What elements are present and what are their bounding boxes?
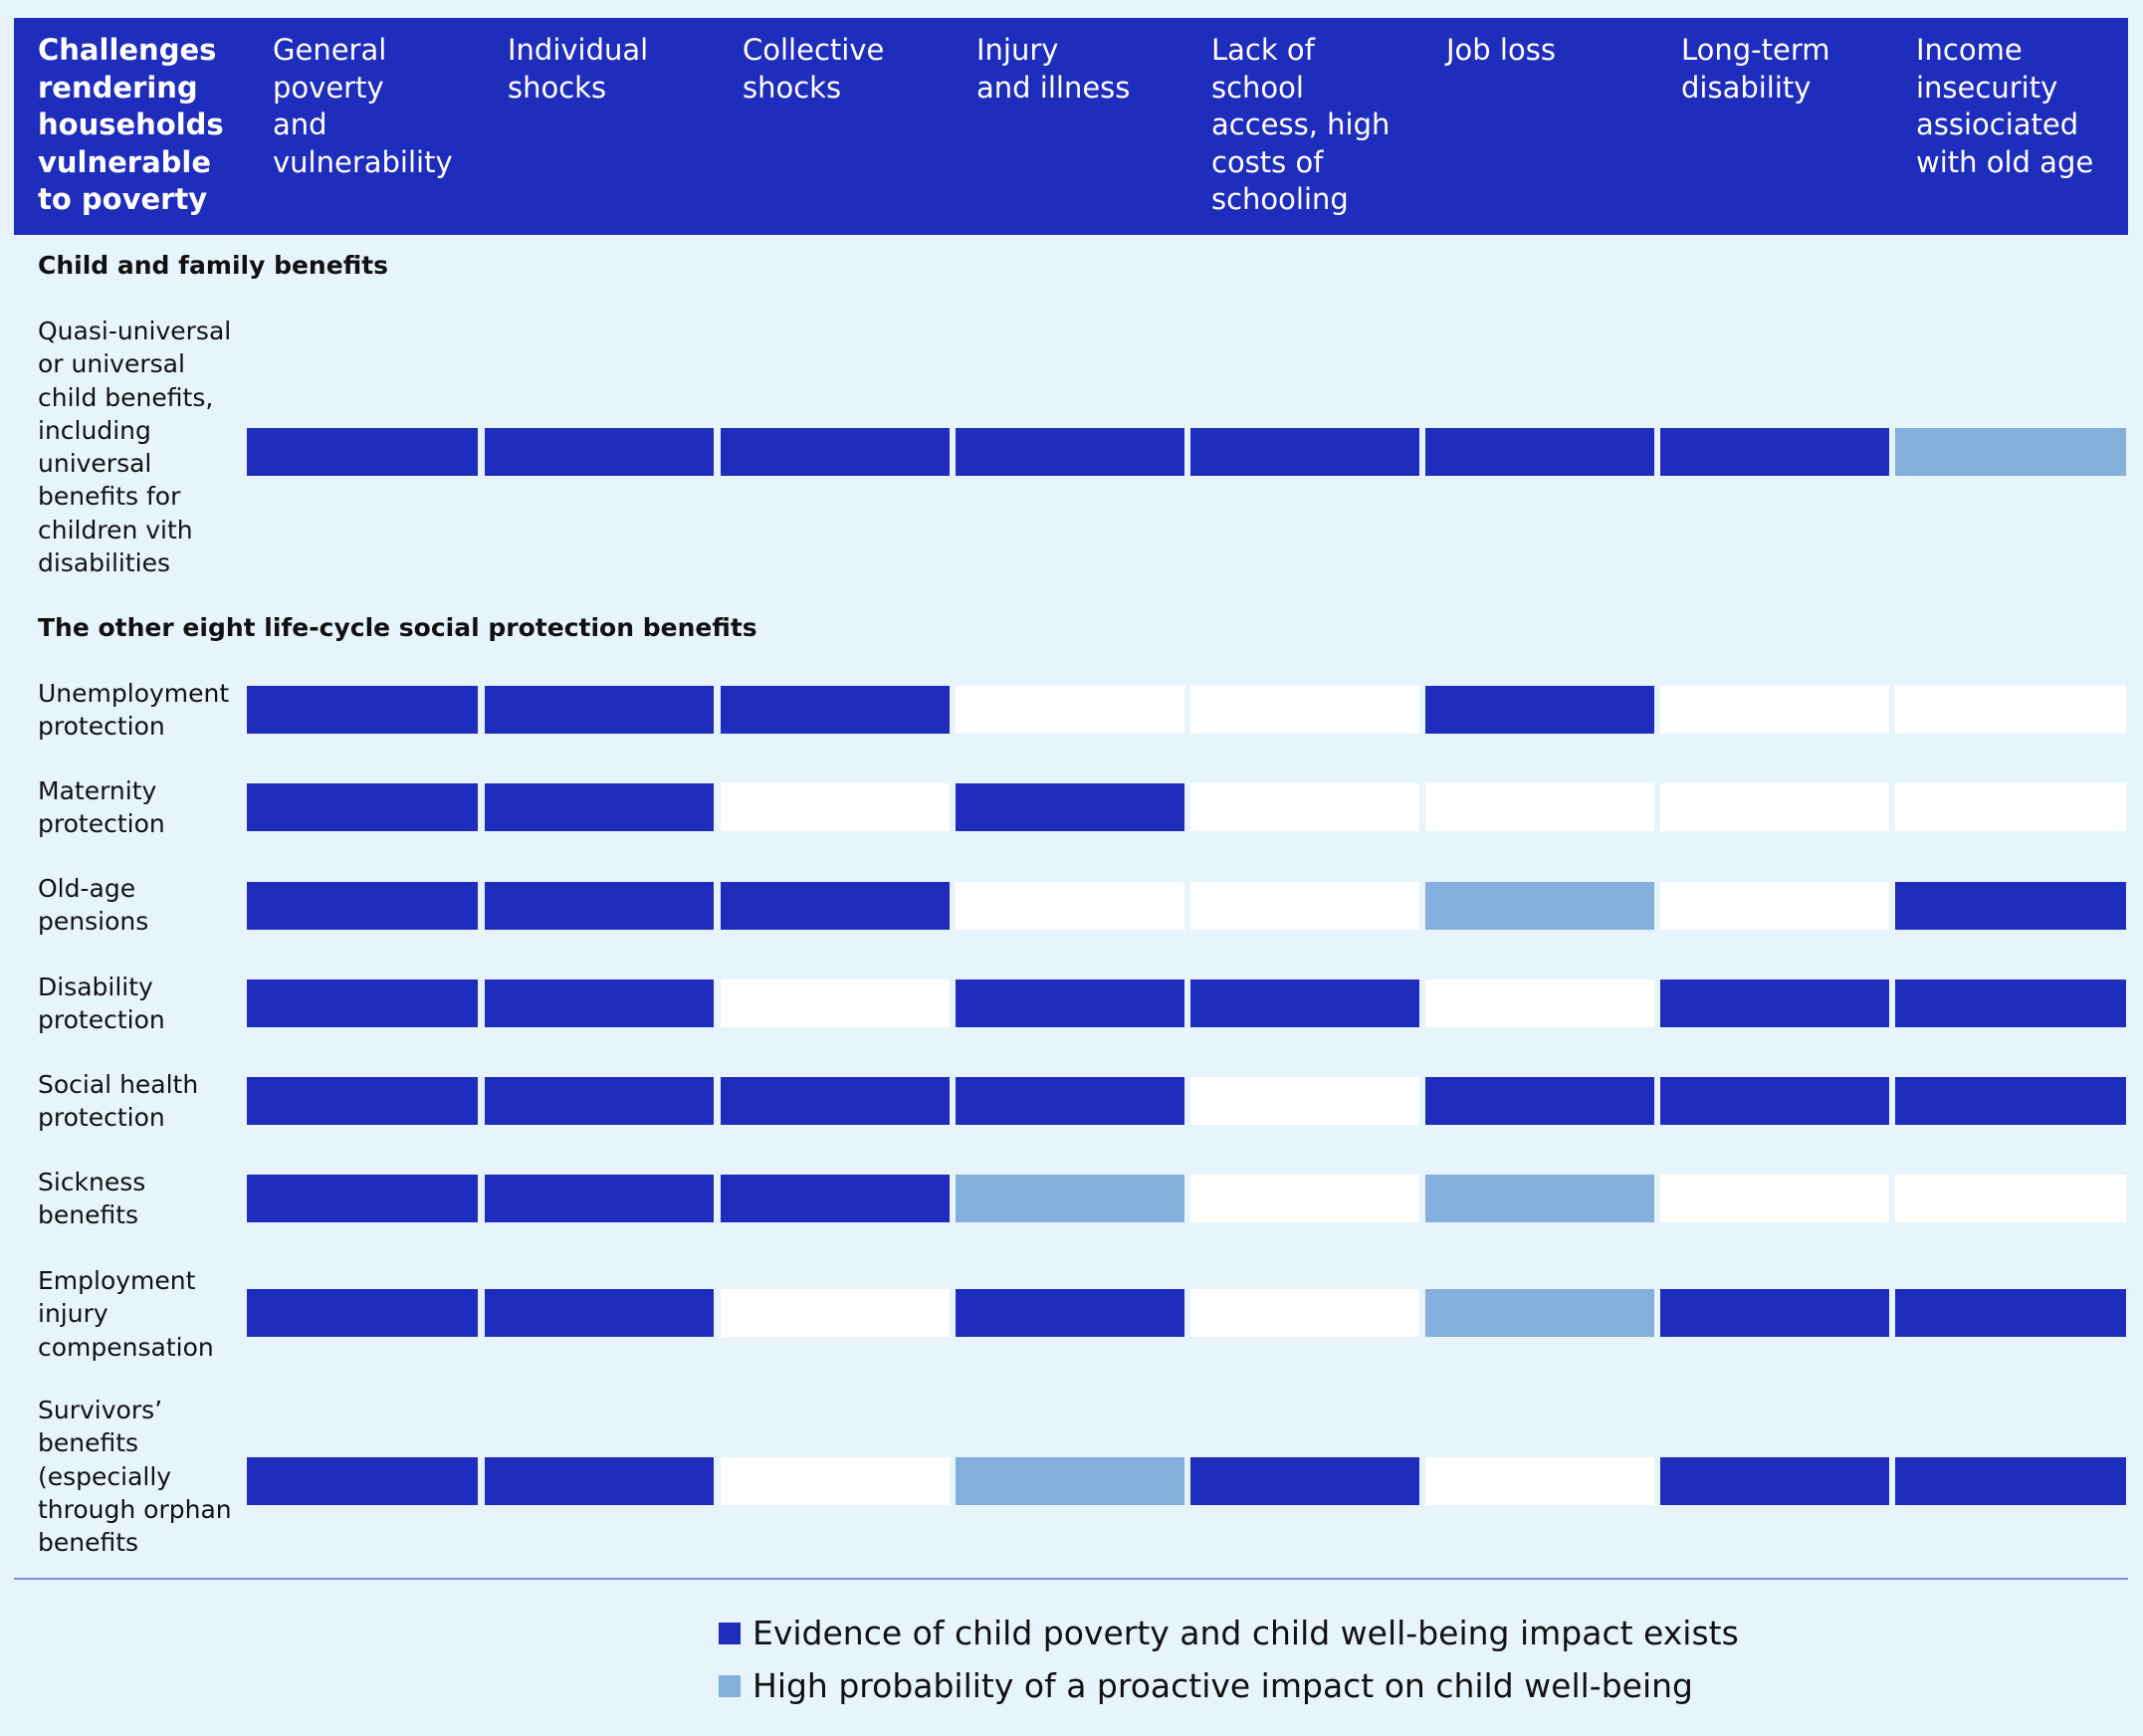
matrix-cell — [956, 1077, 1184, 1125]
matrix-cell — [1190, 979, 1419, 1027]
legend-swatch — [719, 1623, 741, 1644]
row-label: Quasi-universal or universal child benef… — [38, 317, 232, 578]
matrix-cell — [721, 882, 950, 930]
matrix-cell — [721, 783, 950, 831]
column-header: Injury and illness — [976, 33, 1131, 105]
matrix-cell — [1190, 686, 1419, 734]
section-title: Child and family benefits — [38, 251, 389, 280]
matrix-cell — [1190, 882, 1419, 930]
matrix-cell — [1660, 1457, 1889, 1505]
column-header: Lack of school access, high costs of sch… — [1211, 33, 1391, 216]
matrix-cell — [485, 1289, 714, 1337]
row-label: Survivors’ benefits (especially through … — [38, 1396, 232, 1558]
matrix-cell — [485, 783, 714, 831]
row-label: Sickness benefits — [38, 1168, 146, 1230]
column-header: Income insecurity assiociated with old a… — [1916, 33, 2094, 179]
matrix-cell — [485, 1077, 714, 1125]
section-title: The other eight life-cycle social protec… — [38, 613, 757, 642]
legend-swatch — [719, 1675, 741, 1697]
legend-label: Evidence of child poverty and child well… — [752, 1614, 1739, 1652]
matrix-cell — [247, 428, 478, 476]
column-header: General poverty and vulnerability — [273, 33, 453, 179]
matrix-cell — [1425, 428, 1654, 476]
matrix-cell — [1660, 1289, 1889, 1337]
matrix-cell — [956, 882, 1184, 930]
matrix-cell — [1895, 1289, 2126, 1337]
column-header: Job loss — [1446, 33, 1556, 67]
matrix-cell — [1190, 1457, 1419, 1505]
header-title: Challenges rendering households vulnerab… — [38, 33, 224, 216]
matrix-cell — [1895, 979, 2126, 1027]
matrix-cell — [1425, 1289, 1654, 1337]
matrix-cell — [1425, 979, 1654, 1027]
matrix-cell — [1660, 428, 1889, 476]
matrix-cell — [1660, 783, 1889, 831]
column-header: Collective shocks — [743, 33, 885, 105]
matrix-cell — [247, 686, 478, 734]
matrix-cell — [1190, 1289, 1419, 1337]
row-label: Employment injury compensation — [38, 1266, 214, 1362]
matrix-cell — [956, 1175, 1184, 1222]
matrix-cell — [247, 1175, 478, 1222]
row-label: Social health protection — [38, 1070, 199, 1133]
matrix-cell — [485, 1175, 714, 1222]
matrix-cell — [1895, 686, 2126, 734]
matrix-cell — [721, 1077, 950, 1125]
matrix-cell — [1895, 882, 2126, 930]
row-label: Maternity protection — [38, 776, 165, 839]
matrix-cell — [485, 979, 714, 1027]
matrix-cell — [1895, 1175, 2126, 1222]
matrix-cell — [956, 686, 1184, 734]
matrix-cell — [247, 1457, 478, 1505]
matrix-cell — [247, 1077, 478, 1125]
row-label: Disability protection — [38, 973, 165, 1035]
matrix-cell — [956, 979, 1184, 1027]
matrix-cell — [721, 1289, 950, 1337]
matrix-cell — [1425, 783, 1654, 831]
matrix-cell — [956, 1289, 1184, 1337]
matrix-cell — [1660, 1175, 1889, 1222]
legend-label: High probability of a proactive impact o… — [752, 1666, 1693, 1705]
matrix-cell — [1660, 686, 1889, 734]
matrix-cell — [1425, 882, 1654, 930]
matrix-cell — [1190, 1175, 1419, 1222]
matrix-cell — [247, 882, 478, 930]
matrix-cell — [1190, 1077, 1419, 1125]
matrix-cell — [721, 979, 950, 1027]
row-label: Unemployment protection — [38, 679, 230, 742]
matrix-cell — [956, 783, 1184, 831]
matrix-cell — [1660, 1077, 1889, 1125]
matrix-cell — [1190, 783, 1419, 831]
matrix-cell — [485, 882, 714, 930]
legend-divider — [14, 1578, 2128, 1580]
matrix-cell — [1895, 783, 2126, 831]
matrix-cell — [247, 979, 478, 1027]
matrix-cell — [1425, 1175, 1654, 1222]
table-header: Challenges rendering households vulnerab… — [14, 18, 2128, 235]
column-header: Long-term disability — [1681, 33, 1830, 105]
matrix-cell — [1190, 428, 1419, 476]
matrix-cell — [1425, 1077, 1654, 1125]
matrix-cell — [1660, 979, 1889, 1027]
matrix-cell — [1425, 686, 1654, 734]
matrix-cell — [721, 1175, 950, 1222]
matrix-cell — [1895, 1457, 2126, 1505]
column-header: Individual shocks — [508, 33, 649, 105]
matrix-cell — [485, 686, 714, 734]
matrix-cell — [721, 428, 950, 476]
matrix-cell — [485, 428, 714, 476]
matrix-cell — [1895, 428, 2126, 476]
matrix-cell — [485, 1457, 714, 1505]
matrix-cell — [247, 783, 478, 831]
matrix-cell — [956, 428, 1184, 476]
row-label: Old-age pensions — [38, 874, 149, 937]
matrix-cell — [956, 1457, 1184, 1505]
matrix-cell — [247, 1289, 478, 1337]
matrix-cell — [1660, 882, 1889, 930]
matrix-cell — [1425, 1457, 1654, 1505]
matrix-cell — [1895, 1077, 2126, 1125]
matrix-cell — [721, 1457, 950, 1505]
matrix-cell — [721, 686, 950, 734]
